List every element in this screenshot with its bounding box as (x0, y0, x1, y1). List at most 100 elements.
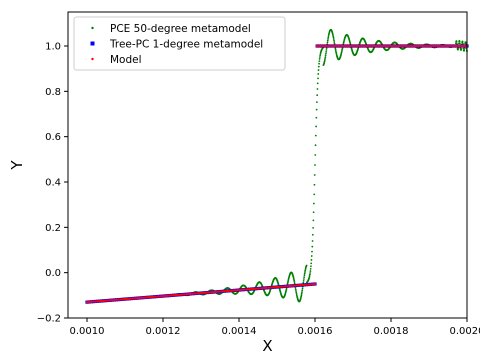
pce-point (300, 292, 303, 295)
legend-marker (91, 57, 94, 61)
pce-point (301, 289, 304, 292)
pce-point (309, 270, 312, 272)
pce-point (314, 134, 317, 137)
y-tick-label: 1.0 (45, 42, 61, 53)
pce-point (334, 48, 337, 51)
pce-point (327, 36, 330, 39)
pce-point (309, 267, 312, 270)
pce-point (318, 58, 321, 60)
pce-point (303, 272, 306, 275)
x-axis-label: X (262, 337, 272, 355)
legend-marker (91, 26, 94, 30)
pce-point (324, 52, 327, 55)
pce-point (324, 57, 326, 60)
legend-label: Model (110, 54, 142, 66)
ticks: 0.0010 0.0012 0.0014 0.0016 0.0018 0.0020 −0.2… (37, 42, 480, 338)
pce-point (293, 282, 296, 285)
pce-point (456, 42, 458, 45)
series-tree-pc (85, 44, 469, 304)
pce-point (314, 154, 317, 156)
pce-point (317, 77, 319, 80)
pce-point (325, 47, 328, 50)
pce-point (325, 49, 328, 51)
pce-point (315, 125, 317, 128)
pce-point (313, 183, 316, 186)
y-tick-label: 0.4 (45, 178, 61, 189)
pce-point (316, 94, 319, 97)
pce-point (334, 47, 337, 50)
pce-point (308, 273, 311, 276)
pce-point (310, 259, 313, 261)
data-layer (85, 28, 469, 304)
pce-point (301, 287, 304, 290)
pce-point (302, 278, 305, 280)
pce-point (325, 51, 328, 53)
pce-point (461, 41, 464, 43)
pce-point (315, 116, 318, 119)
pce-point (326, 41, 329, 44)
y-axis-label: Y (8, 160, 26, 171)
legend: PCE 50-degree metamodel Tree-PC 1-degree … (73, 16, 286, 71)
y-tick-label: 0.2 (45, 223, 61, 234)
pce-point (313, 202, 315, 205)
pce-point (293, 280, 296, 283)
legend-box (73, 16, 286, 71)
pce-point (464, 41, 467, 44)
pce-point (300, 295, 303, 298)
x-tick-label: 0.0012 (146, 326, 181, 337)
pce-point (332, 38, 335, 40)
x-tick-label: 0.0014 (222, 326, 257, 337)
pce-point (311, 245, 314, 248)
pce-point (317, 73, 320, 75)
pce-point (326, 39, 329, 42)
pce-point (460, 47, 463, 50)
pce-point (300, 294, 303, 297)
pce-point (455, 40, 458, 43)
pce-point (293, 279, 295, 282)
pce-point (311, 240, 314, 242)
legend-label: Tree-PC 1-degree metamodel (109, 39, 263, 51)
pce-point (295, 291, 298, 294)
pce-point (310, 255, 313, 257)
pce-point (314, 144, 317, 147)
pce-point (324, 54, 327, 57)
pce-point (310, 265, 312, 268)
pce-point (318, 60, 321, 63)
legend-marker (90, 41, 95, 46)
x-tick-label: 0.0016 (298, 326, 333, 337)
pce-point (308, 275, 311, 277)
pce-point (333, 41, 336, 43)
x-tick-label: 0.0020 (450, 326, 480, 337)
pce-point (316, 82, 319, 85)
pce-point (333, 39, 335, 42)
pce-point (458, 40, 461, 43)
pce-point (316, 88, 319, 90)
pce-point (327, 34, 330, 37)
pce-point (457, 47, 460, 49)
pce-point (318, 62, 320, 65)
y-tick-label: 0.8 (45, 87, 61, 98)
plot-frame (67, 11, 468, 319)
pce-point (305, 264, 308, 267)
pce-point (459, 42, 461, 45)
pce-point (313, 193, 316, 196)
y-tick-label: 0.6 (45, 132, 61, 143)
pce-point (317, 65, 320, 68)
model-point (313, 282, 317, 286)
pce-point (462, 42, 464, 45)
pce-point (457, 48, 459, 51)
pce-point (301, 291, 303, 293)
pce-point (311, 233, 314, 236)
pce-point (313, 174, 316, 176)
y-tick-label: 0.0 (45, 268, 61, 279)
pce-point (294, 287, 297, 289)
series-model (85, 44, 469, 304)
pce-point (303, 274, 306, 277)
pce-point (303, 276, 306, 278)
y-tick-label: −0.2 (37, 314, 61, 325)
pce-point (311, 250, 313, 253)
pce-point (317, 69, 320, 71)
pce-point (332, 36, 335, 39)
pce-point (304, 269, 307, 272)
